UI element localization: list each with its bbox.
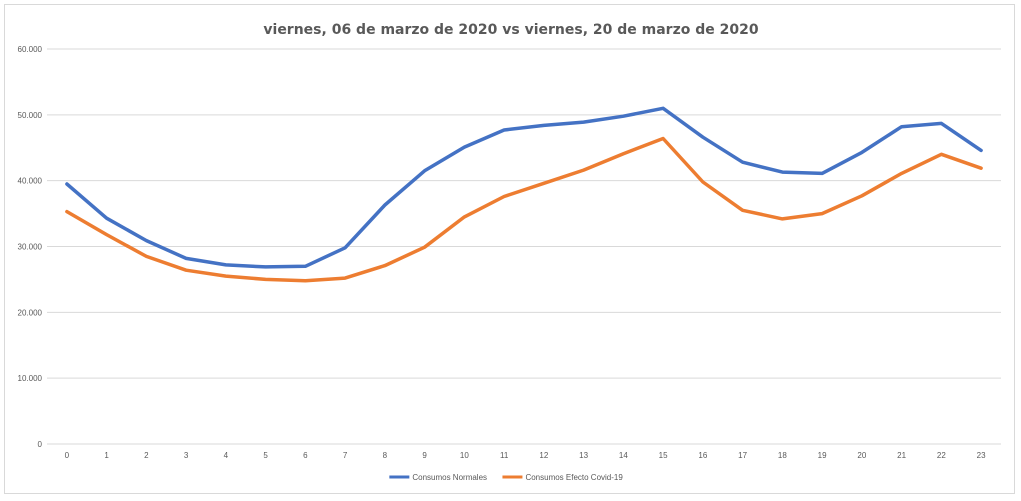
chart-title: viernes, 06 de marzo de 2020 vs viernes,…	[263, 22, 758, 38]
x-tick-label: 6	[303, 451, 308, 460]
gridlines	[47, 48, 1001, 445]
x-tick-label: 11	[500, 451, 509, 460]
x-tick-label: 12	[539, 451, 548, 460]
x-tick-label: 21	[897, 451, 906, 460]
chart-frame: viernes, 06 de marzo de 2020 vs viernes,…	[4, 4, 1015, 494]
x-tick-label: 3	[184, 451, 189, 460]
y-tick-label: 60.000	[18, 45, 43, 54]
y-tick-label: 0	[38, 440, 43, 449]
x-tick-label: 0	[65, 451, 70, 460]
x-tick-label: 19	[818, 451, 827, 460]
x-tick-label: 15	[659, 451, 668, 460]
y-tick-label: 20.000	[18, 308, 43, 317]
x-tick-label: 22	[937, 451, 946, 460]
x-tick-label: 17	[738, 451, 747, 460]
x-tick-label: 8	[383, 451, 388, 460]
series-line-2	[65, 136, 983, 283]
x-tick-label: 9	[422, 451, 427, 460]
legend-label-1: Consumos Normales	[412, 473, 487, 482]
x-tick-label: 1	[104, 451, 109, 460]
x-tick-label: 4	[224, 451, 229, 460]
x-tick-label: 13	[579, 451, 588, 460]
y-tick-label: 40.000	[18, 177, 43, 186]
y-axis-tick-labels: 0 10.000 20.000 30.000 40.000 50.000 60.000	[18, 45, 43, 449]
x-tick-label: 10	[460, 451, 469, 460]
legend: Consumos Normales Consumos Efecto Covid-1…	[389, 473, 623, 482]
x-tick-label: 18	[778, 451, 787, 460]
x-tick-label: 23	[977, 451, 986, 460]
y-tick-label: 10.000	[18, 374, 43, 383]
y-tick-label: 50.000	[18, 111, 43, 120]
series-lines	[65, 106, 983, 283]
x-tick-label: 14	[619, 451, 628, 460]
x-tick-label: 5	[263, 451, 268, 460]
x-tick-label: 16	[698, 451, 707, 460]
series-line-1	[65, 106, 983, 269]
y-tick-label: 30.000	[18, 243, 43, 252]
x-tick-label: 20	[857, 451, 866, 460]
x-tick-label: 7	[343, 451, 348, 460]
x-tick-label: 2	[144, 451, 149, 460]
legend-label-2: Consumos Efecto Covid-19	[525, 473, 623, 482]
line-chart: viernes, 06 de marzo de 2020 vs viernes,…	[18, 22, 1001, 482]
x-axis-tick-labels: 0 1 2 3 4 5 6 7 8 9 10 11 12 13 14 15 16 17 18 19 20 21 22 23	[65, 451, 986, 460]
